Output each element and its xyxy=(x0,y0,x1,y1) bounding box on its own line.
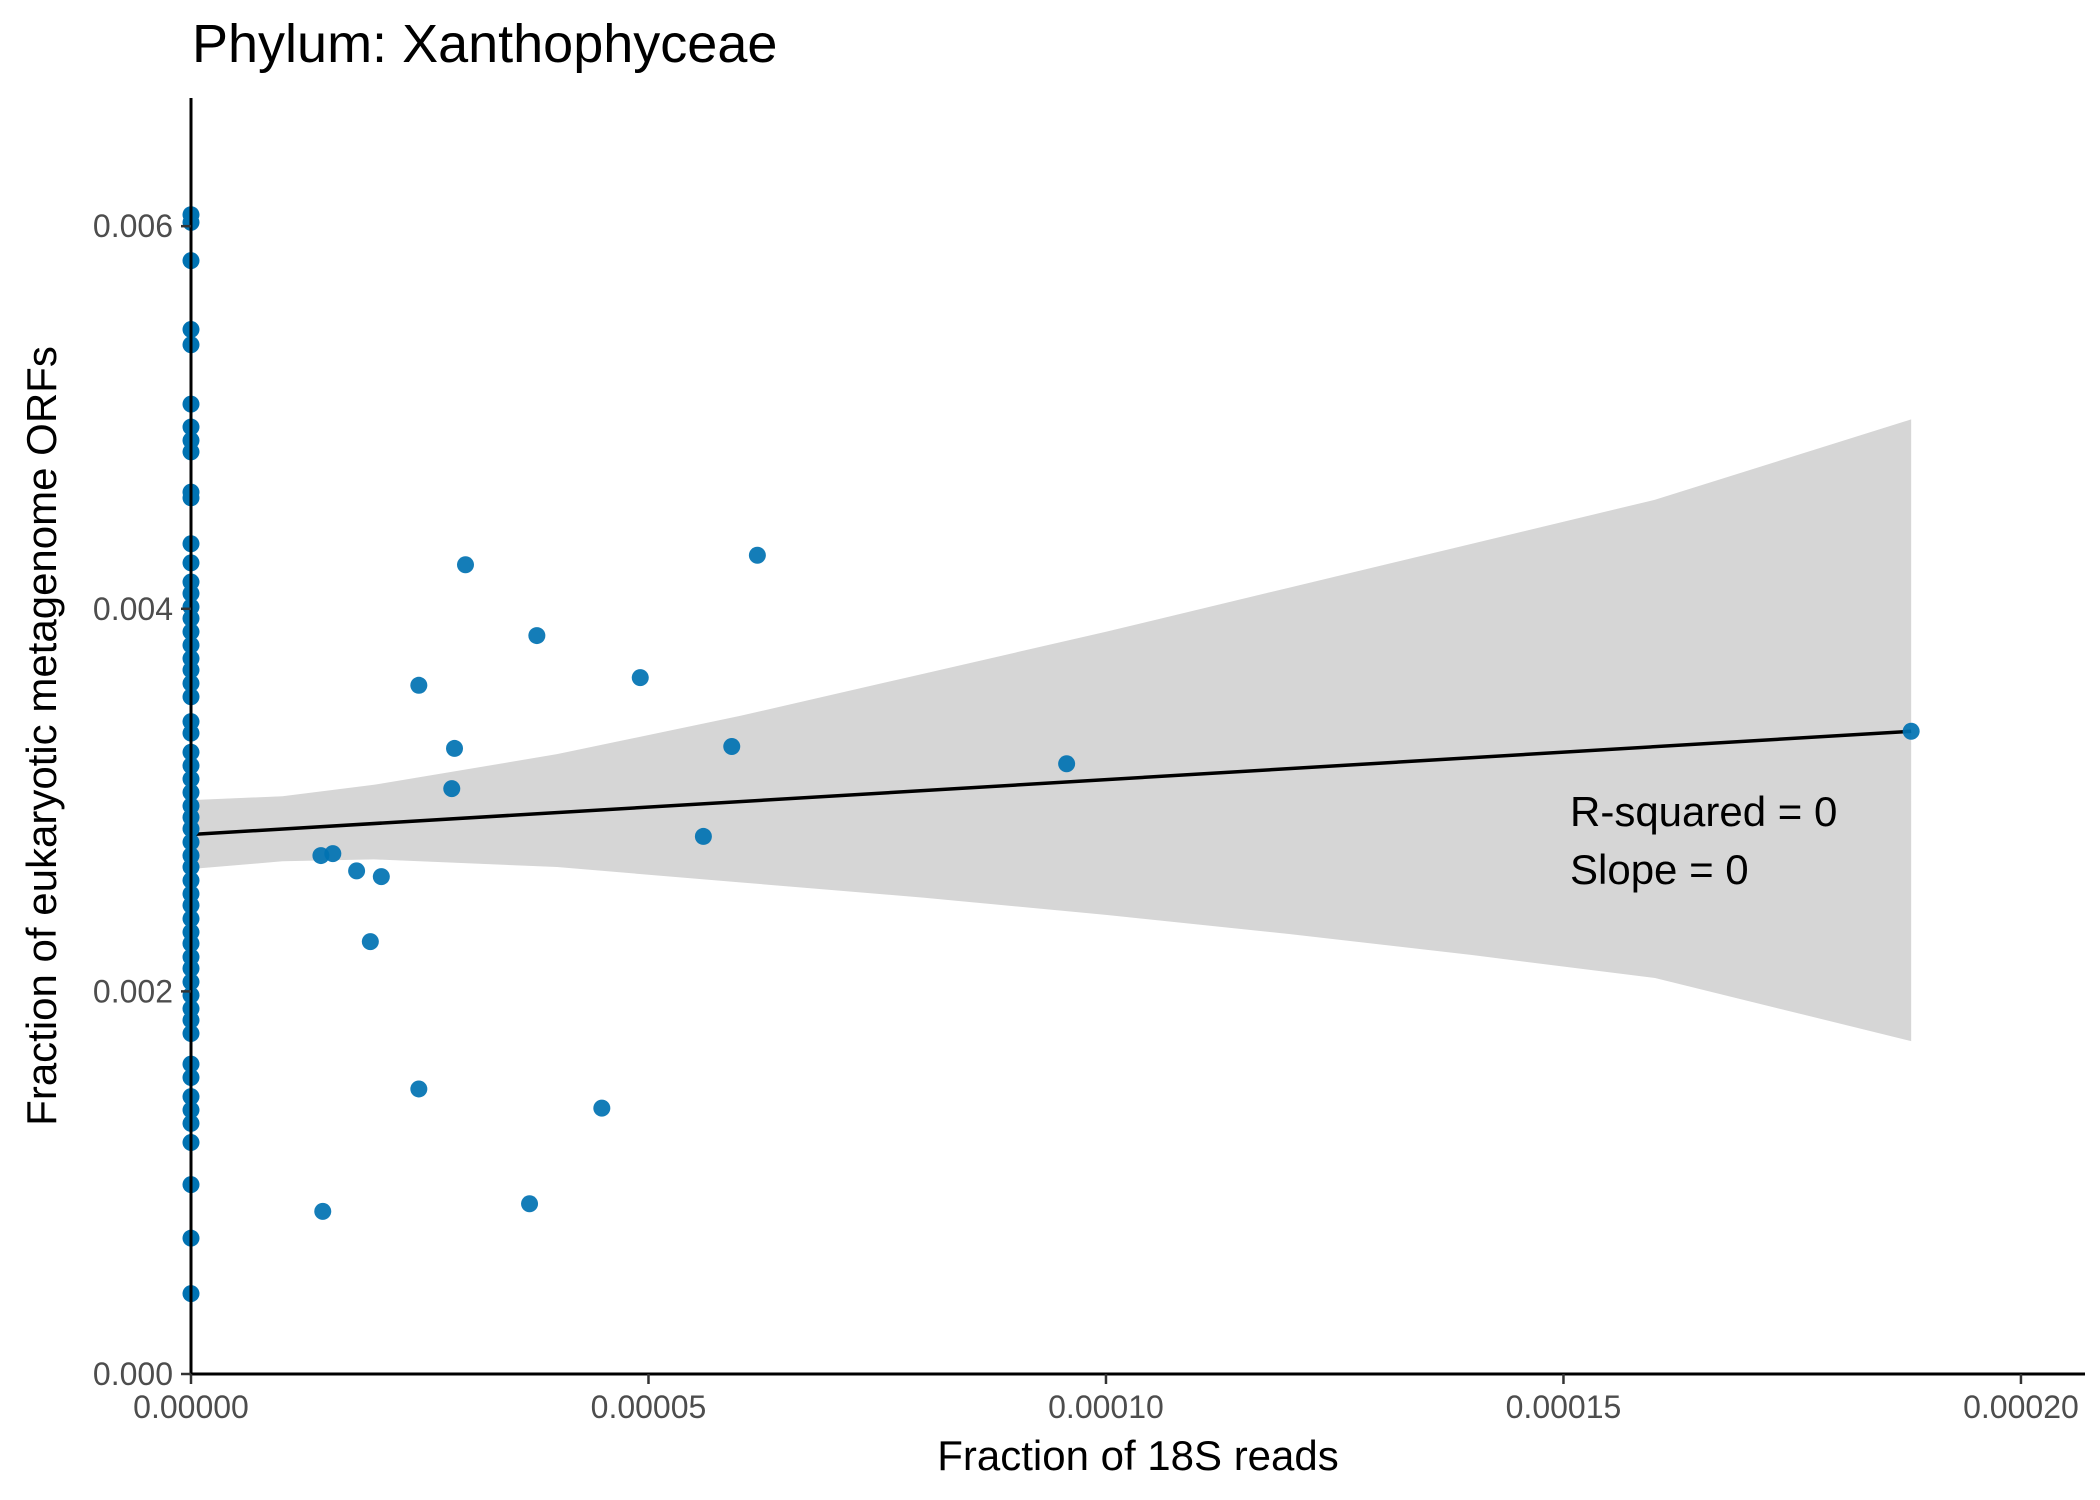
x-tick-label: 0.00010 xyxy=(1048,1389,1164,1425)
data-point xyxy=(372,868,390,886)
y-tick-label: 0.000 xyxy=(93,1356,173,1392)
data-point xyxy=(748,546,766,564)
data-point xyxy=(410,676,428,694)
x-axis-ticks: 0.00000 0.00005 0.00010 0.00015 0.00020 xyxy=(133,1374,2079,1425)
data-point xyxy=(314,1202,332,1220)
data-point xyxy=(410,1080,428,1098)
data-point xyxy=(631,669,649,687)
data-point xyxy=(694,827,712,845)
y-tick-label: 0.002 xyxy=(93,973,173,1009)
regression-line xyxy=(190,729,1912,837)
data-point xyxy=(723,738,741,756)
x-tick-label: 0.00015 xyxy=(1506,1389,1622,1425)
x-tick-label: 0.00020 xyxy=(1963,1389,2079,1425)
y-axis-title: Fraction of eukaryotic metagenome ORFs xyxy=(18,346,65,1126)
data-point xyxy=(446,739,464,757)
data-point xyxy=(324,845,342,863)
data-point xyxy=(1058,755,1076,773)
data-point xyxy=(443,780,461,798)
y-tick-label: 0.006 xyxy=(93,208,173,244)
regression-line-layer xyxy=(190,729,1912,837)
data-point xyxy=(521,1195,539,1213)
data-point xyxy=(348,862,366,880)
confidence-band xyxy=(191,419,1912,1042)
x-axis-title: Fraction of 18S reads xyxy=(937,1432,1339,1479)
data-point xyxy=(456,556,474,574)
y-axis-ticks: 0.000 0.002 0.004 0.006 xyxy=(93,208,191,1392)
r-squared-annotation: R-squared = 0 xyxy=(1570,788,1837,835)
confidence-band-layer xyxy=(191,419,1912,1042)
data-point xyxy=(361,933,379,951)
data-point xyxy=(1902,722,1920,740)
x-tick-label: 0.00000 xyxy=(133,1389,249,1425)
x-tick-label: 0.00005 xyxy=(591,1389,707,1425)
data-point xyxy=(528,627,546,645)
y-tick-label: 0.004 xyxy=(93,591,173,627)
chart-title: Phylum: Xanthophyceae xyxy=(192,14,777,74)
slope-annotation: Slope = 0 xyxy=(1570,846,1749,893)
data-point xyxy=(593,1099,611,1117)
